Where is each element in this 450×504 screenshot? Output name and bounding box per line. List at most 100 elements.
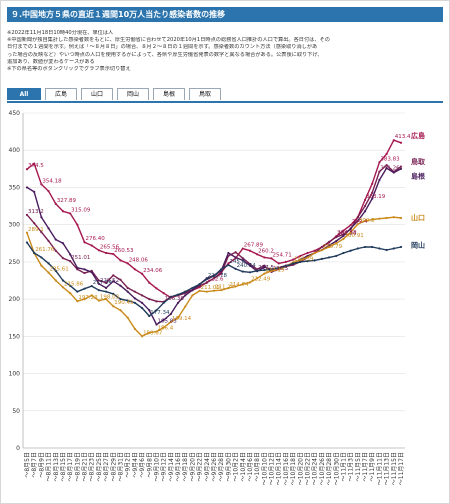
data-point [220,272,223,275]
y-tick-label: 400 [9,147,21,154]
note-line: ※下の県名等のボタンクリックでグラフ表示切り替え [7,66,131,73]
x-tick-label: ～10月2日 [233,452,240,481]
data-point [263,268,266,272]
data-point [97,289,101,292]
x-tick-label: ～9月8日 [146,452,153,478]
tab-tottori[interactable]: 鳥取 [189,88,221,100]
data-point [133,290,136,293]
data-point [148,298,151,301]
y-tick-label: 0 [16,445,20,452]
tab-shimane[interactable]: 島根 [153,88,185,100]
data-point [83,271,86,275]
x-tick-label: ～10月30日 [333,452,340,485]
series-end-label: 山口 [411,213,425,222]
x-tick-label: ～9月26日 [211,452,218,481]
data-point [169,320,172,324]
data-point [40,256,43,259]
data-point [105,286,108,290]
data-point [356,247,359,250]
data-label: 169.14 [172,316,192,322]
tab-yamaguchi[interactable]: 山口 [81,88,113,100]
data-point [335,242,338,245]
data-point [140,294,144,297]
data-point [119,309,122,312]
data-point [133,301,136,304]
data-point [349,249,352,252]
data-point [133,268,136,271]
tab-okayama[interactable]: 岡山 [117,88,149,100]
data-point [25,168,29,171]
data-point [61,279,65,282]
data-label: 267.89 [244,243,264,249]
note-line: 日付までの１週間を示す。例えば「～８月８日」の場合、８月２～８日の１週間を示す。… [7,44,318,51]
data-point [385,166,388,170]
data-point [212,277,216,280]
data-point [205,290,208,293]
tab-hiroshima[interactable]: 広島 [45,88,77,100]
data-label: 280.91 [344,233,363,239]
data-point [306,251,309,255]
data-point [119,298,122,301]
data-point [284,265,288,268]
data-point [47,239,50,243]
data-point [33,190,36,194]
data-point [234,256,237,259]
data-point [97,282,101,285]
data-point [83,268,86,271]
data-point [54,249,57,252]
data-label: 234.06 [143,268,163,274]
data-label: 215.86 [64,281,84,287]
x-tick-label: ～8月15日 [60,452,67,481]
y-tick-label: 150 [9,333,21,340]
data-point [335,239,338,243]
data-label: 240.64 [237,263,257,269]
x-tick-label: ～10月4日 [240,452,247,481]
data-point [327,256,331,259]
data-point [263,266,266,269]
data-point [342,234,345,237]
data-label: 260.2 [258,248,274,254]
data-point [378,247,381,250]
x-tick-label: ～11月13日 [384,452,391,485]
data-point [176,293,180,296]
data-label: 249.39 [294,256,314,262]
data-point [205,281,208,284]
data-point [313,259,316,262]
data-point [90,244,93,247]
data-point [155,330,158,333]
data-point [385,164,388,167]
data-point [263,272,266,275]
data-point [335,254,338,258]
data-point [40,216,43,219]
data-point [212,274,216,278]
note-line: った場合の反映など）やいつ時点の人口を使用するかによって、各県や厚生労働省発表の… [7,51,323,58]
data-label: 196.36 [165,296,185,302]
data-point [33,162,36,165]
data-label: 236.5 [273,266,289,272]
data-point [126,286,129,290]
data-point [399,141,403,144]
data-point [327,240,331,243]
data-point [299,254,302,258]
data-label: 374.5 [28,163,44,169]
data-label: 156.4 [157,326,173,332]
data-point [378,170,381,173]
series-end-label: 島根 [411,171,425,180]
data-point [349,224,352,227]
data-point [363,245,367,249]
data-point [69,212,72,215]
data-point [140,306,144,310]
data-point [33,222,36,225]
data-point [327,245,331,249]
x-tick-label: ～9月12日 [161,452,168,481]
data-point [97,249,101,252]
data-label: 197.23 [78,295,98,301]
data-point [40,183,43,186]
data-point [234,267,237,270]
data-point [349,227,352,230]
data-point [112,305,115,308]
data-label: 190.45 [114,300,134,306]
data-point [47,262,50,265]
data-point [205,278,208,281]
tab-all[interactable]: All [7,88,41,100]
